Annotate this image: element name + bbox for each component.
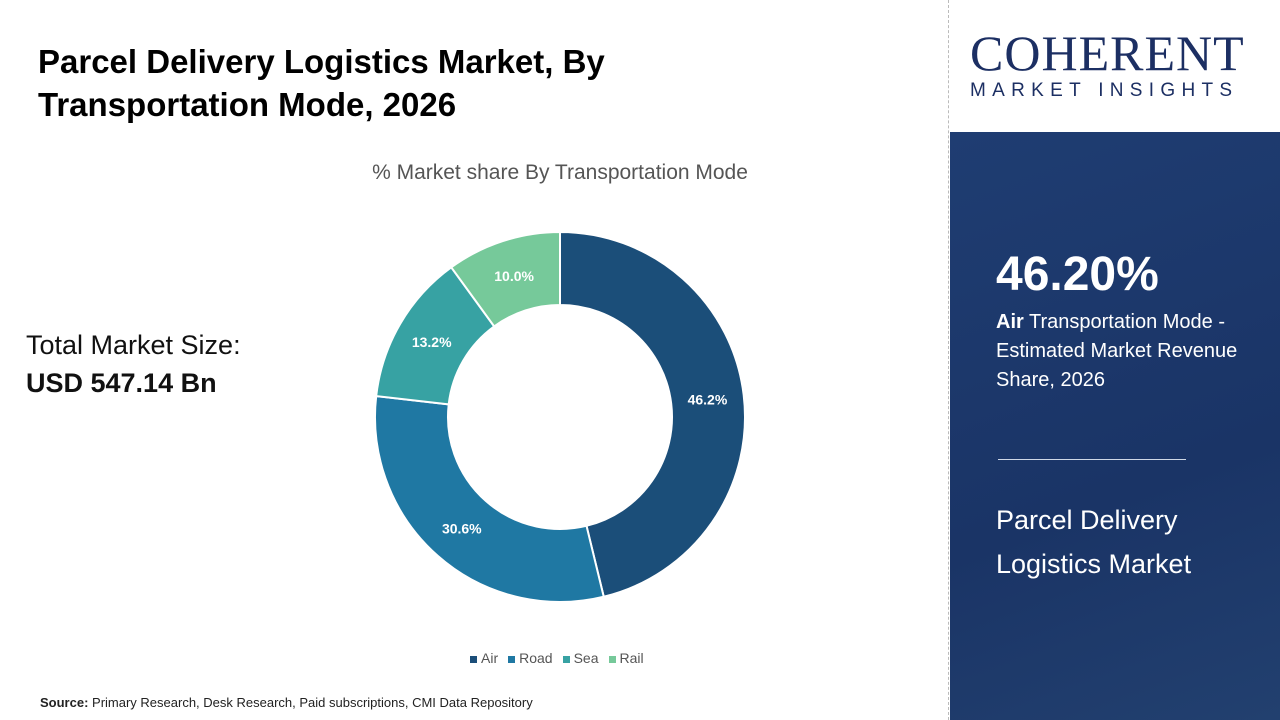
source-text: Primary Research, Desk Research, Paid su…: [88, 695, 533, 710]
legend-swatch: [508, 655, 516, 663]
source-note: Source: Primary Research, Desk Research,…: [40, 695, 533, 711]
slice-road: [374, 395, 605, 603]
data-label-rail: 10.0%: [494, 268, 534, 284]
legend-item-air: Air: [470, 649, 498, 667]
legend-item-road: Road: [508, 649, 553, 667]
highlight-desc: Air Transportation Mode - Estimated Mark…: [996, 308, 1266, 395]
legend-item-sea: Sea: [562, 649, 599, 667]
legend-label: Sea: [573, 650, 599, 666]
logo-name: COHERENT: [970, 25, 1245, 81]
legend-swatch: [470, 655, 477, 663]
legend-label: Rail: [619, 650, 644, 666]
slice-rail: [449, 230, 561, 328]
slice-air: [559, 230, 746, 598]
panel-divider: [998, 459, 1186, 460]
highlight-panel: 46.20% Air Transportation Mode - Estimat…: [950, 132, 1280, 720]
highlight-segment: Air: [996, 311, 1024, 333]
total-label: Total Market Size:: [26, 330, 241, 360]
data-label-road: 30.6%: [442, 520, 482, 536]
data-label-air: 46.2%: [688, 391, 728, 407]
source-label: Source:: [40, 695, 89, 710]
donut-chart: 46.2% 30.6% 13.2% 10.0%: [374, 230, 746, 603]
data-label-sea: 13.2%: [412, 334, 452, 350]
legend-label: Road: [519, 650, 553, 666]
highlight-value: 46.20%: [996, 248, 1159, 301]
legend-swatch: [608, 655, 616, 663]
market-name: Parcel Delivery Logistics Market: [996, 505, 1192, 579]
legend-label: Air: [481, 650, 499, 666]
legend-item-rail: Rail: [608, 649, 644, 667]
chart-title: % Market share By Transportation Mode: [372, 161, 748, 184]
divider: [948, 0, 950, 720]
logo-tagline: MARKET INSIGHTS: [970, 80, 1239, 101]
legend: Air Road Sea Rail: [470, 649, 644, 667]
logo: COHERENT MARKET INSIGHTS: [950, 0, 1280, 130]
highlight-text: Transportation Mode - Estimated Market R…: [996, 311, 1238, 391]
legend-swatch: [562, 655, 570, 663]
total-value: USD 547.14 Bn: [26, 368, 217, 398]
total-market-size: Total Market Size: USD 547.14 Bn: [26, 326, 241, 402]
page-title: Parcel Delivery Logistics Market, By Tra…: [38, 43, 605, 123]
